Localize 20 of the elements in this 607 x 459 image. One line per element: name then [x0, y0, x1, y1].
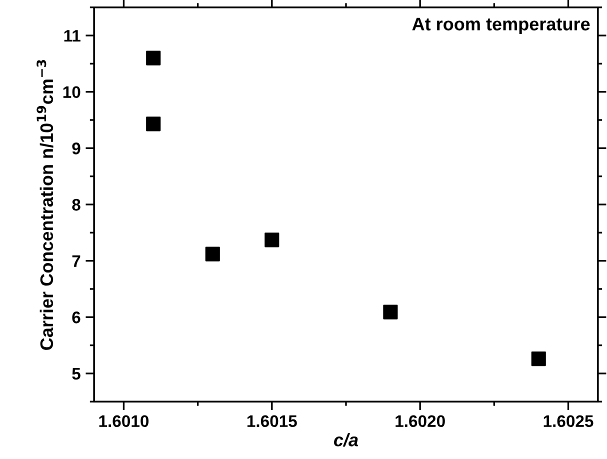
point: [531, 352, 546, 366]
x-tick-label: 1.6010: [99, 415, 149, 428]
x-axis-title: c/a: [334, 433, 358, 447]
annotation: At room temperature: [412, 18, 590, 34]
x-tick-label: 1.6015: [247, 415, 297, 428]
point: [383, 304, 398, 320]
y-tick-label: 8: [72, 198, 80, 211]
y-tick-label: 7: [72, 255, 80, 267]
y-tick-label: 11: [64, 30, 80, 42]
point: [146, 50, 161, 66]
y-tick-label: 6: [72, 312, 80, 324]
point: [264, 232, 280, 248]
y-tick-label: 10: [63, 86, 80, 98]
y-tick-label: 5: [72, 368, 80, 380]
y-axis-title: Carrier Concentration n/10$^{19}$cm$^{−3}$: [36, 60, 54, 350]
point: [205, 246, 220, 262]
y-tick-label: 9: [72, 142, 80, 154]
x-tick-label: 1.6020: [396, 415, 445, 428]
x-tick-label: 1.6025: [544, 415, 594, 428]
point: [146, 116, 161, 132]
